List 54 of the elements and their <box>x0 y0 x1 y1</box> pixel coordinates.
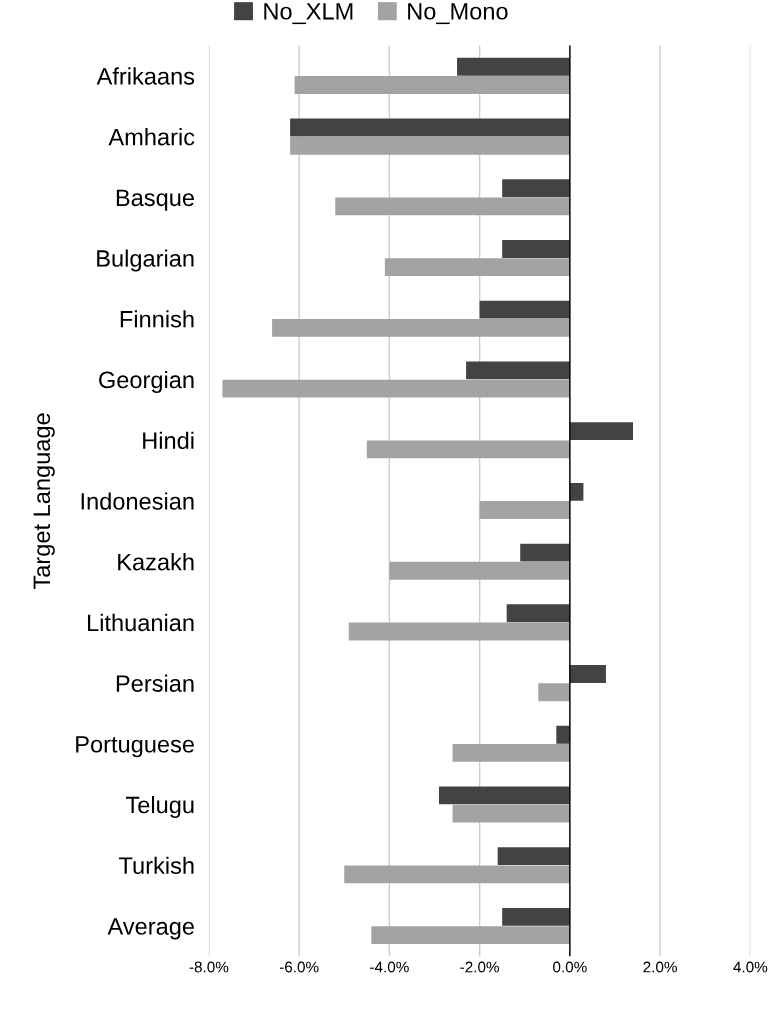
bar <box>290 118 570 137</box>
bar <box>479 300 570 319</box>
y-tick-label: Basque <box>116 189 194 211</box>
bar <box>272 318 570 337</box>
y-tick-label: Hindi <box>143 431 194 450</box>
bar <box>335 197 570 216</box>
y-tick-label: Telugu <box>125 795 194 818</box>
legend-label: No_XLM <box>264 3 353 25</box>
y-tick-label: Georgian <box>99 370 194 393</box>
x-tick-label: -4.0% <box>370 961 409 973</box>
bar <box>222 379 570 398</box>
x-tick-label: -6.0% <box>279 961 319 973</box>
y-tick-label: Indonesian <box>81 492 194 510</box>
bar <box>294 76 570 94</box>
bar <box>371 926 570 945</box>
bar <box>506 604 570 623</box>
bar <box>290 136 570 155</box>
y-tick-label: Finnish <box>120 310 194 328</box>
y-tick-label: Bulgarian <box>97 249 194 272</box>
x-tick-label: 4.0% <box>733 961 768 973</box>
bar <box>479 501 570 519</box>
x-tick-label: 0.0% <box>553 961 587 973</box>
y-tick-label: Kazakh <box>118 553 194 571</box>
y-tick-label: Afrikaans <box>96 67 195 85</box>
bar <box>466 361 570 380</box>
y-tick-label: Portuguese <box>76 736 194 758</box>
bar <box>389 561 570 580</box>
y-axis-title: Target Language <box>33 413 55 590</box>
bar <box>457 57 570 76</box>
bar <box>502 240 570 258</box>
bar <box>348 622 570 641</box>
y-tick-label: Average <box>107 918 194 940</box>
bar <box>497 847 570 866</box>
y-tick-label: Amharic <box>108 128 195 146</box>
bar <box>569 422 634 441</box>
bar <box>538 683 570 702</box>
bar <box>520 543 570 562</box>
bar <box>452 744 570 762</box>
bar <box>439 786 570 805</box>
bar <box>344 865 570 884</box>
bar <box>452 804 570 823</box>
y-tick-label: Turkish <box>119 856 194 875</box>
bar <box>502 907 570 926</box>
bar <box>556 725 570 744</box>
bar <box>366 440 570 459</box>
bar <box>502 179 570 198</box>
bar <box>384 258 570 277</box>
y-tick-label: Persian <box>116 674 194 692</box>
y-tick-label: Lithuanian <box>87 613 194 632</box>
x-tick-label: -8.0% <box>189 961 229 973</box>
x-tick-label: -2.0% <box>460 961 500 973</box>
x-tick-label: 2.0% <box>643 961 677 973</box>
bar <box>569 665 606 683</box>
legend-label: No_Mono <box>408 3 508 25</box>
